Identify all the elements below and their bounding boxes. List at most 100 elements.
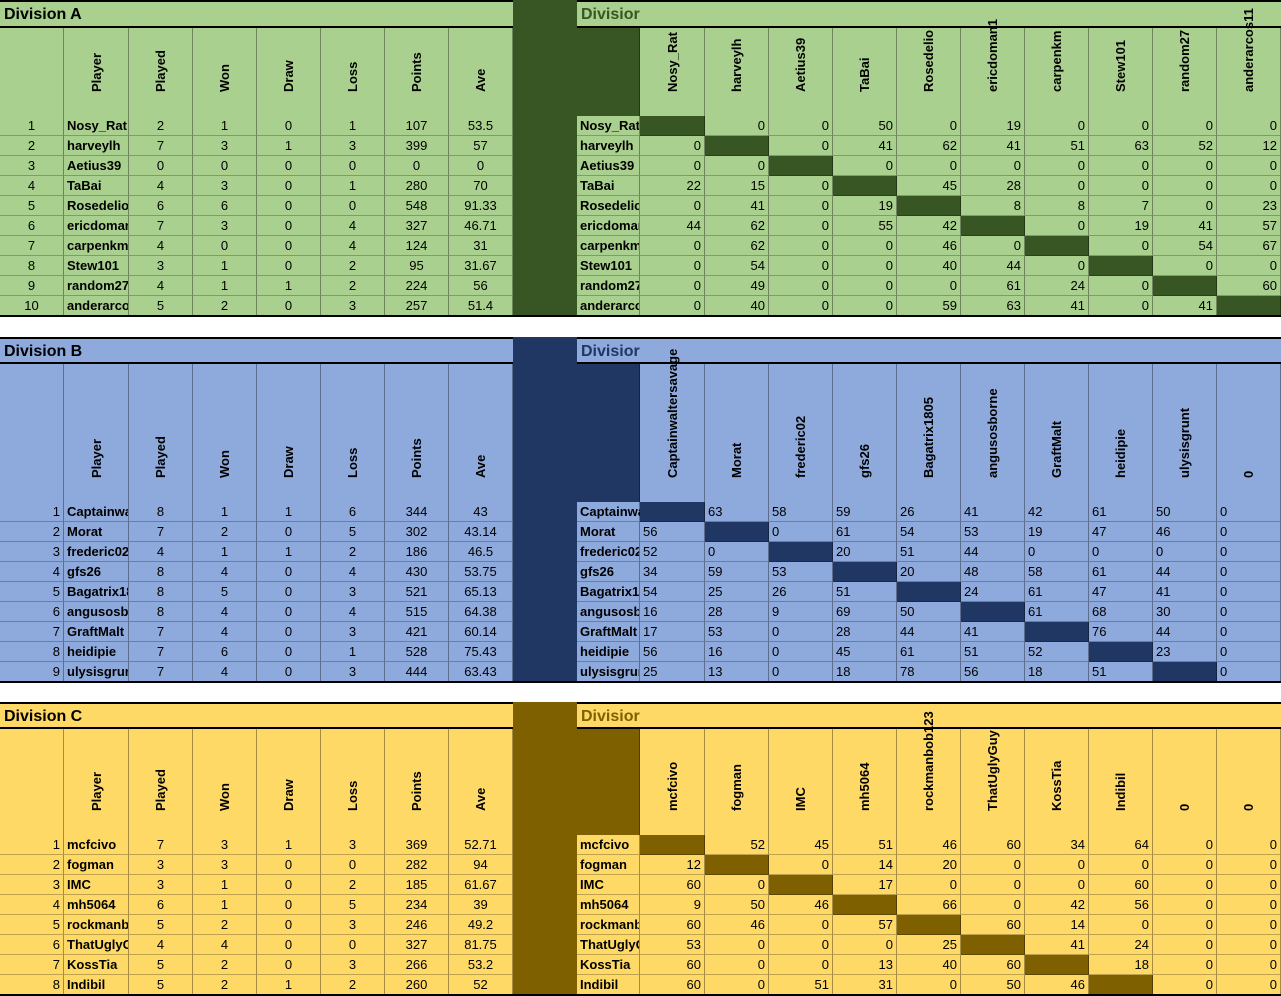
stat-cell[interactable]: 4 bbox=[193, 622, 257, 642]
matrix-score-cell[interactable]: 0 bbox=[833, 236, 897, 256]
stat-cell[interactable]: 64.38 bbox=[449, 602, 513, 622]
matrix-score-cell[interactable]: 28 bbox=[961, 176, 1025, 196]
matrix-score-cell[interactable]: 0 bbox=[769, 915, 833, 935]
column-header-played[interactable]: Played bbox=[129, 364, 193, 502]
matrix-score-cell[interactable]: 22 bbox=[640, 176, 705, 196]
matrix-score-cell[interactable]: 0 bbox=[1089, 176, 1153, 196]
matrix-score-cell[interactable]: 60 bbox=[640, 915, 705, 935]
stat-cell[interactable]: 3 bbox=[321, 582, 385, 602]
matrix-score-cell[interactable]: 0 bbox=[1217, 582, 1281, 602]
matrix-score-cell[interactable]: 0 bbox=[769, 642, 833, 662]
stat-cell[interactable]: 4 bbox=[129, 935, 193, 955]
matrix-score-cell[interactable]: 0 bbox=[640, 136, 705, 156]
player-name[interactable]: Nosy_Rat bbox=[64, 116, 129, 136]
matrix-score-cell[interactable]: 62 bbox=[897, 136, 961, 156]
matrix-row-player[interactable]: Stew101 bbox=[577, 256, 640, 276]
matrix-score-cell[interactable]: 0 bbox=[961, 236, 1025, 256]
matrix-score-cell[interactable]: 14 bbox=[1025, 915, 1089, 935]
stat-cell[interactable]: 95 bbox=[385, 256, 449, 276]
matrix-score-cell[interactable]: 8 bbox=[1025, 196, 1089, 216]
matrix-score-cell[interactable]: 24 bbox=[1089, 935, 1153, 955]
matrix-score-cell[interactable]: 69 bbox=[833, 602, 897, 622]
matrix-score-cell[interactable]: 41 bbox=[705, 196, 769, 216]
stat-cell[interactable]: 1 bbox=[257, 835, 321, 855]
matrix-score-cell[interactable]: 0 bbox=[897, 116, 961, 136]
matrix-score-cell[interactable]: 30 bbox=[1153, 602, 1217, 622]
player-name[interactable]: carpenkm bbox=[64, 236, 129, 256]
matrix-score-cell[interactable]: 0 bbox=[1217, 835, 1281, 855]
matrix-score-cell[interactable]: 0 bbox=[1217, 542, 1281, 562]
matrix-score-cell[interactable]: 0 bbox=[897, 156, 961, 176]
stat-cell[interactable]: 3 bbox=[321, 622, 385, 642]
stat-cell[interactable]: 5 bbox=[129, 955, 193, 975]
stat-cell[interactable]: 4 bbox=[321, 236, 385, 256]
stat-cell[interactable]: 2 bbox=[321, 875, 385, 895]
stat-cell[interactable]: 0 bbox=[257, 955, 321, 975]
matrix-score-cell[interactable]: 61 bbox=[1025, 582, 1089, 602]
stat-cell[interactable]: 282 bbox=[385, 855, 449, 875]
stat-cell[interactable]: 4 bbox=[129, 236, 193, 256]
matrix-score-cell[interactable]: 0 bbox=[769, 256, 833, 276]
player-name[interactable]: Aetius39 bbox=[64, 156, 129, 176]
stat-cell[interactable]: 4 bbox=[193, 602, 257, 622]
stat-cell[interactable]: 63.43 bbox=[449, 662, 513, 682]
stat-cell[interactable]: 5 bbox=[321, 522, 385, 542]
matrix-score-cell[interactable]: 13 bbox=[833, 955, 897, 975]
matrix-score-cell[interactable]: 47 bbox=[1089, 522, 1153, 542]
player-name[interactable]: Indibil bbox=[64, 975, 129, 995]
stat-cell[interactable]: 7 bbox=[129, 662, 193, 682]
stat-cell[interactable]: 302 bbox=[385, 522, 449, 542]
column-header-points[interactable]: Points bbox=[385, 729, 449, 835]
stat-cell[interactable]: 186 bbox=[385, 542, 449, 562]
matrix-score-cell[interactable]: 51 bbox=[833, 835, 897, 855]
matrix-score-cell[interactable]: 0 bbox=[1153, 176, 1217, 196]
matrix-score-cell[interactable]: 0 bbox=[833, 935, 897, 955]
stat-cell[interactable]: 0 bbox=[257, 256, 321, 276]
stat-cell[interactable]: 6 bbox=[321, 502, 385, 522]
player-name[interactable]: angusosbo bbox=[64, 602, 129, 622]
player-name[interactable]: gfs26 bbox=[64, 562, 129, 582]
matrix-score-cell[interactable]: 63 bbox=[705, 502, 769, 522]
stat-cell[interactable]: 52.71 bbox=[449, 835, 513, 855]
stat-cell[interactable]: 8 bbox=[129, 602, 193, 622]
matrix-score-cell[interactable]: 50 bbox=[1153, 502, 1217, 522]
matrix-score-cell[interactable]: 60 bbox=[640, 875, 705, 895]
matrix-row-player[interactable]: carpenkm bbox=[577, 236, 640, 256]
matrix-score-cell[interactable]: 0 bbox=[640, 276, 705, 296]
stat-cell[interactable]: 0 bbox=[321, 855, 385, 875]
stat-cell[interactable]: 1 bbox=[193, 256, 257, 276]
matrix-score-cell[interactable]: 59 bbox=[833, 502, 897, 522]
stat-cell[interactable]: 3 bbox=[129, 855, 193, 875]
stat-cell[interactable]: 3 bbox=[193, 835, 257, 855]
matrix-score-cell[interactable]: 18 bbox=[1025, 662, 1089, 682]
matrix-score-cell[interactable]: 0 bbox=[897, 975, 961, 995]
matrix-score-cell[interactable]: 54 bbox=[705, 256, 769, 276]
matrix-score-cell[interactable]: 40 bbox=[897, 256, 961, 276]
stat-cell[interactable]: 5 bbox=[193, 582, 257, 602]
matrix-score-cell[interactable]: 0 bbox=[705, 955, 769, 975]
matrix-score-cell[interactable]: 0 bbox=[1217, 502, 1281, 522]
matrix-score-cell[interactable]: 0 bbox=[1089, 156, 1153, 176]
matrix-score-cell[interactable]: 51 bbox=[769, 975, 833, 995]
matrix-score-cell[interactable]: 28 bbox=[833, 622, 897, 642]
stat-cell[interactable]: 5 bbox=[129, 915, 193, 935]
matrix-score-cell[interactable]: 57 bbox=[833, 915, 897, 935]
stat-cell[interactable]: 0 bbox=[257, 296, 321, 316]
matrix-score-cell[interactable]: 0 bbox=[1217, 156, 1281, 176]
stat-cell[interactable]: 0 bbox=[257, 116, 321, 136]
matrix-row-player[interactable]: Morat bbox=[577, 522, 640, 542]
matrix-score-cell[interactable]: 24 bbox=[961, 582, 1025, 602]
stat-cell[interactable]: 107 bbox=[385, 116, 449, 136]
matrix-row-player[interactable]: random27 bbox=[577, 276, 640, 296]
stat-cell[interactable]: 81.75 bbox=[449, 935, 513, 955]
stat-cell[interactable]: 1 bbox=[193, 875, 257, 895]
stat-cell[interactable]: 0 bbox=[257, 562, 321, 582]
matrix-score-cell[interactable]: 0 bbox=[705, 156, 769, 176]
matrix-row-player[interactable]: Bagatrix18 bbox=[577, 582, 640, 602]
matrix-score-cell[interactable]: 51 bbox=[1025, 136, 1089, 156]
column-header-won[interactable]: Won bbox=[193, 28, 257, 116]
stat-cell[interactable]: 0 bbox=[257, 642, 321, 662]
matrix-score-cell[interactable]: 0 bbox=[640, 156, 705, 176]
stat-cell[interactable]: 1 bbox=[321, 642, 385, 662]
column-header-points[interactable]: Points bbox=[385, 364, 449, 502]
